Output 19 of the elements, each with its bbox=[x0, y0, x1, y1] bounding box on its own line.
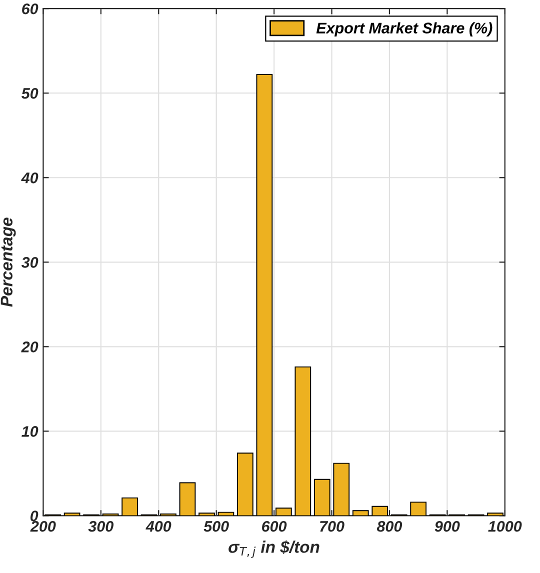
x-tick-label: 700 bbox=[320, 520, 344, 532]
y-tick-label: 20 bbox=[21, 342, 38, 352]
y-tick-label: 0 bbox=[30, 510, 38, 522]
y-tick-label: 50 bbox=[22, 88, 38, 99]
x-tick-label: 400 bbox=[146, 520, 172, 532]
y-tick-label: 10 bbox=[22, 426, 38, 437]
y-tick-label: 40 bbox=[21, 172, 38, 184]
x-tick-label: 1000 bbox=[488, 520, 522, 532]
x-tick-label: 900 bbox=[434, 520, 460, 532]
legend-label: Export Market Share (%) bbox=[316, 22, 492, 37]
x-tick-label: 300 bbox=[88, 520, 114, 532]
y-tick-label: 30 bbox=[21, 257, 38, 268]
x-tick-label: 800 bbox=[376, 520, 402, 532]
x-tick-label: 500 bbox=[204, 520, 229, 532]
x-axis-title: σ$_{T,j}$ in $/ton bbox=[228, 540, 320, 558]
y-axis-title: Percentage bbox=[0, 218, 16, 307]
y-tick-label: 60 bbox=[22, 3, 38, 14]
x-tick-label: 200 bbox=[30, 520, 56, 532]
x-tick-label: 600 bbox=[262, 520, 287, 532]
